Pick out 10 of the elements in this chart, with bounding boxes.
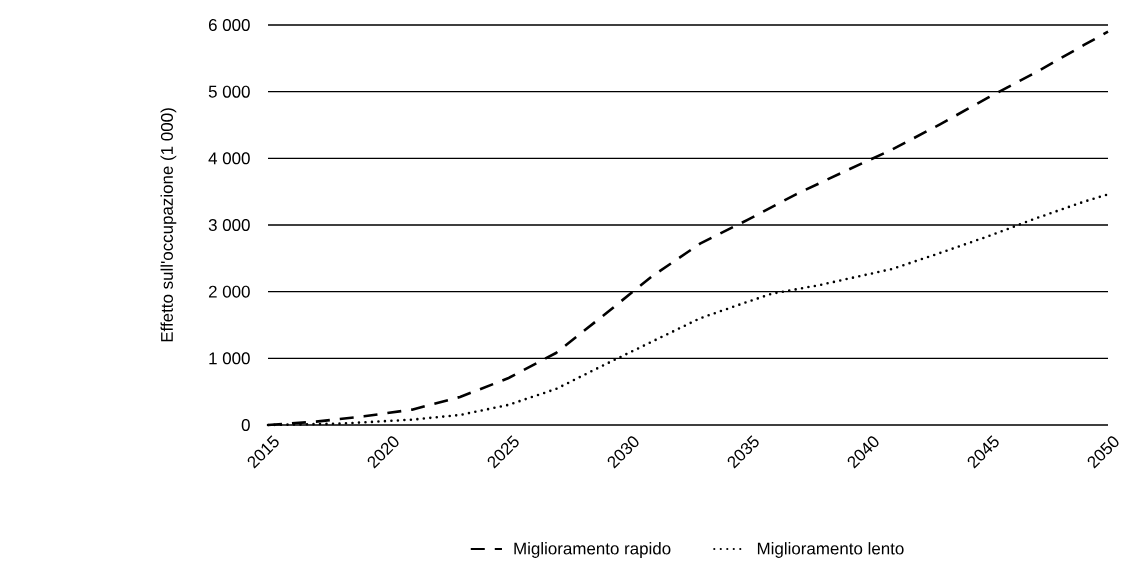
y-tick-label: 0 xyxy=(241,418,250,431)
y-tick-label: 6 000 xyxy=(208,18,250,31)
legend-label: Miglioramento lento xyxy=(757,542,904,558)
y-tick-label: 4 000 xyxy=(208,152,250,165)
y-tick-label: 2 000 xyxy=(208,285,250,298)
y-axis-title: Effetto sull'occupazione (1 000) xyxy=(160,108,177,342)
y-tick-label: 5 000 xyxy=(208,85,250,98)
y-tick-label: 1 000 xyxy=(209,352,250,365)
legend-label: Miglioramento rapido xyxy=(514,542,671,558)
y-tick-label: 3 000 xyxy=(208,218,250,231)
